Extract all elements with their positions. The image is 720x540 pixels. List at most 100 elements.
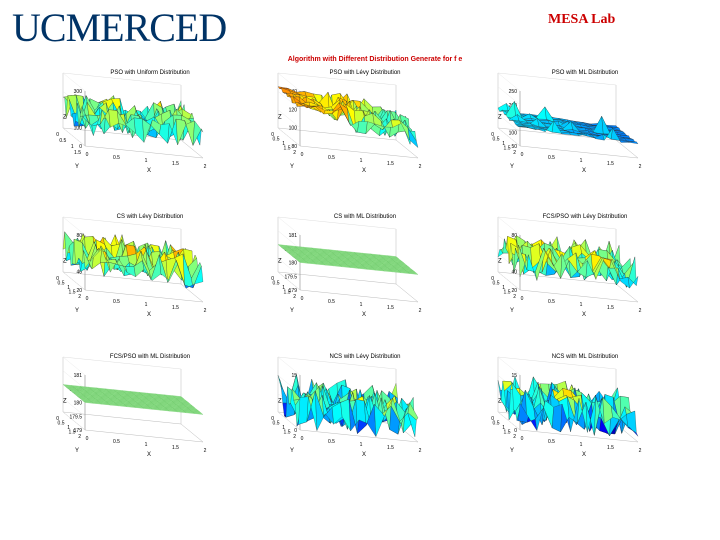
y-tick-label: 1.5	[284, 290, 291, 296]
z-tick-label: 80	[291, 144, 297, 150]
z-gridline	[62, 72, 86, 92]
z-axis-label: Z	[278, 399, 282, 405]
x-axis-label: X	[147, 452, 151, 458]
y-tick-label: 2	[513, 434, 516, 440]
z-axis-label: Z	[498, 399, 502, 405]
y-tick-label: 0	[271, 416, 274, 422]
x-axis-label: X	[582, 312, 586, 318]
x-axis-label: X	[147, 312, 151, 318]
surface-mesh	[62, 384, 204, 415]
x-tick-label: 1	[580, 442, 583, 448]
surface-mesh	[62, 231, 204, 289]
x-tick-label: 1.5	[607, 445, 614, 451]
y-tick-label: 2	[513, 150, 516, 156]
y-tick-label: 2	[78, 294, 81, 300]
z-tick-label: 179.5	[284, 274, 297, 280]
axis-back-top	[62, 216, 182, 230]
x-tick-label: 1.5	[172, 445, 179, 451]
z-gridline	[277, 356, 301, 376]
z-gridline	[277, 230, 301, 249]
x-tick-label: 0	[521, 296, 524, 302]
surface-patch	[627, 427, 639, 437]
z-gridline	[277, 216, 301, 236]
x-tick-label: 0.5	[113, 299, 120, 305]
z-gridline	[62, 216, 86, 236]
x-axis-label: X	[582, 452, 586, 458]
subplot-title: CS with Lévy Distribution	[117, 214, 184, 220]
subplot-title: PSO with ML Distribution	[552, 70, 618, 76]
y-tick-label: 1	[67, 425, 70, 431]
z-tick-label: 40	[511, 270, 517, 276]
x-tick-label: 0	[521, 436, 524, 442]
y-tick-label: 0.5	[58, 281, 65, 287]
surface-mesh	[497, 376, 639, 437]
y-tick-label: 0.5	[59, 138, 66, 144]
z-gridline	[497, 411, 521, 431]
x-tick-label: 0	[86, 436, 89, 442]
x-tick-label: 1.5	[607, 161, 614, 167]
y-axis-label: Y	[75, 164, 79, 170]
x-tick-label: 0	[86, 152, 89, 158]
z-axis-label: Z	[63, 259, 67, 265]
ucmerced-logo: UCMERCED	[12, 6, 227, 50]
z-tick-label: 80	[76, 233, 82, 239]
z-gridline	[497, 127, 521, 147]
z-tick-label: 40	[76, 270, 82, 276]
y-tick-label: 0.5	[273, 421, 280, 427]
surface-patch	[192, 120, 204, 146]
y-axis-label: Y	[75, 308, 79, 314]
axis-back-top	[62, 356, 182, 370]
subplot-title: PSO with Uniform Distribution	[110, 70, 189, 76]
x-axis-label: X	[362, 452, 366, 458]
x-tick-label: 2	[204, 448, 207, 454]
y-tick-label: 2	[293, 294, 296, 300]
y-tick-label: 0.5	[493, 421, 500, 427]
z-gridline	[497, 86, 521, 105]
surface-patch	[627, 141, 639, 144]
y-tick-label: 0	[56, 276, 59, 282]
x-tick-label: 0	[86, 296, 89, 302]
x-tick-label: 2	[639, 164, 642, 170]
z-tick-label: 100	[74, 126, 83, 132]
y-axis-label: Y	[290, 448, 294, 454]
y-tick-label: 1	[502, 425, 505, 431]
y-tick-label: 1.5	[504, 290, 511, 296]
y-tick-label: 1	[502, 141, 505, 147]
x-tick-label: 1.5	[387, 445, 394, 451]
lab-name: MESA Lab	[548, 12, 616, 27]
x-tick-label: 1.5	[607, 305, 614, 311]
y-tick-label: 1	[502, 285, 505, 291]
y-tick-label: 0	[271, 276, 274, 282]
surface-patch	[192, 412, 204, 415]
z-tick-label: 181	[74, 373, 83, 379]
z-tick-label: 0	[514, 428, 517, 434]
y-axis-label: Y	[510, 448, 514, 454]
z-gridline	[277, 411, 301, 431]
z-tick-label: 15	[511, 373, 517, 379]
y-tick-label: 0	[491, 132, 494, 138]
y-tick-label: 1.5	[284, 430, 291, 436]
surface-mesh	[277, 86, 419, 148]
x-axis-label: X	[582, 168, 586, 174]
x-tick-label: 1	[145, 158, 148, 164]
x-axis-label: X	[362, 312, 366, 318]
x-tick-label: 1.5	[387, 305, 394, 311]
surface-mesh	[62, 94, 204, 146]
z-gridline	[62, 398, 86, 417]
z-gridline	[277, 72, 301, 92]
axis-back-top	[277, 216, 397, 230]
x-tick-label: 0.5	[548, 439, 555, 445]
x-axis-label: X	[147, 168, 151, 174]
z-tick-label: 0	[294, 428, 297, 434]
z-tick-label: 20	[511, 288, 517, 294]
x-tick-label: 2	[204, 164, 207, 170]
z-tick-label: 80	[511, 233, 517, 239]
z-gridline	[497, 72, 521, 92]
z-gridline	[497, 356, 521, 376]
x-tick-label: 0.5	[548, 155, 555, 161]
z-gridline	[497, 114, 521, 133]
z-tick-label: 120	[289, 107, 298, 113]
y-tick-label: 1	[282, 425, 285, 431]
surface-patch	[407, 127, 419, 148]
